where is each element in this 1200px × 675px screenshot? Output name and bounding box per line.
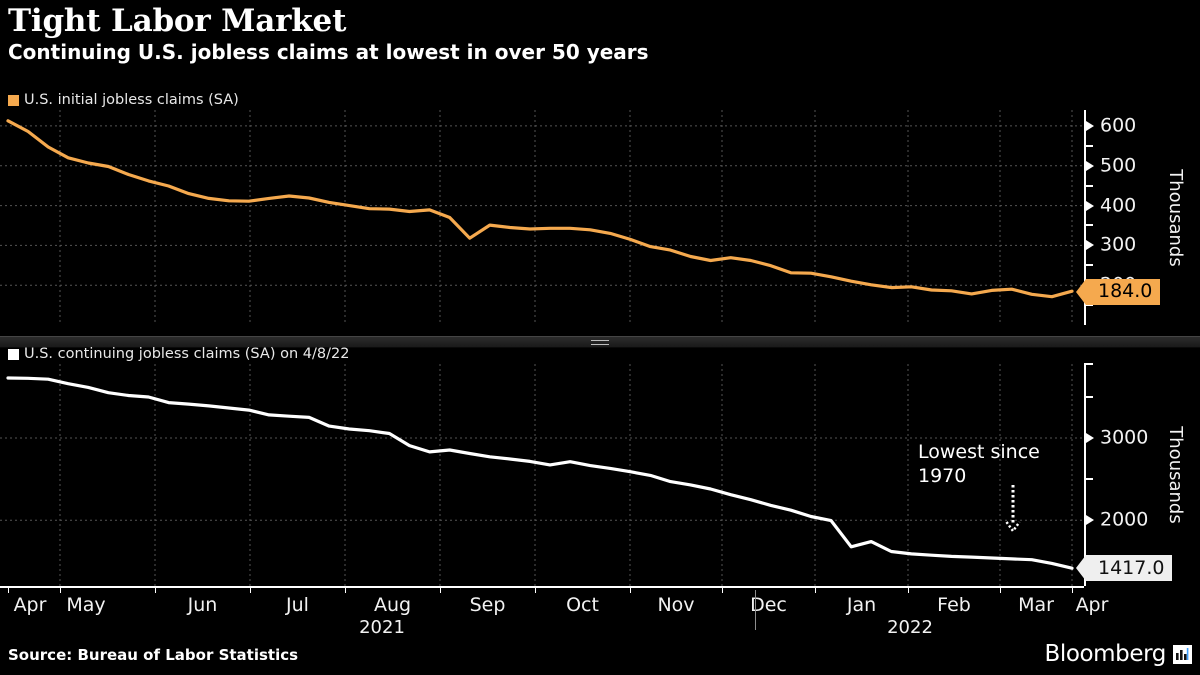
source-note: Source: Bureau of Labor Statistics xyxy=(8,646,299,664)
bloomberg-bars-icon xyxy=(1173,645,1192,664)
bloomberg-wordmark: Bloomberg xyxy=(1044,641,1166,667)
x-axis-label: Apr xyxy=(1075,594,1109,616)
x-axis-label: Sep xyxy=(469,594,506,616)
square-swatch-icon xyxy=(8,94,19,106)
y-axis-minor-tick xyxy=(1084,304,1093,307)
y-axis-label: 300 xyxy=(1100,233,1137,256)
panel-splitter[interactable] xyxy=(0,336,1200,348)
value-callout-initial-claims: 184.0 xyxy=(1076,278,1161,305)
header: Tight Labor Market Continuing U.S. joble… xyxy=(0,0,1200,84)
x-axis-tick xyxy=(535,586,536,593)
legend-initial-claims: U.S. initial jobless claims (SA) xyxy=(8,92,239,108)
x-axis-tick xyxy=(345,586,346,593)
x-axis-label: Mar xyxy=(1018,594,1054,616)
y-axis-tick-pointer xyxy=(1086,160,1094,171)
x-axis-label: Oct xyxy=(566,594,599,616)
y-axis-minor-tick xyxy=(1084,224,1093,227)
plot-area-continuing-claims xyxy=(0,364,1084,586)
page-subtitle: Continuing U.S. jobless claims at lowest… xyxy=(8,40,649,64)
x-axis-label: Dec xyxy=(750,594,787,616)
x-axis-tick xyxy=(1000,586,1001,593)
callout-value-continuing-claims: 1417.0 xyxy=(1098,556,1165,579)
y-axis-continuing-claims: Thousands 2000 3000 xyxy=(1084,363,1200,586)
x-axis-label: Jul xyxy=(286,594,309,616)
y-axis-title-top: Thousands xyxy=(1164,168,1186,267)
x-axis-tick xyxy=(815,586,816,593)
footer: Source: Bureau of Labor Statistics Bloom… xyxy=(0,640,1200,675)
x-axis-tick xyxy=(440,586,441,593)
x-axis-tick xyxy=(908,586,909,593)
y-axis-tick-pointer xyxy=(1086,120,1094,131)
callout-value-initial-claims: 184.0 xyxy=(1098,280,1153,303)
page-title: Tight Labor Market xyxy=(8,3,347,39)
y-axis-tick-pointer xyxy=(1086,515,1094,526)
x-axis-tick xyxy=(60,586,61,593)
x-axis-year-label: 2021 xyxy=(359,617,405,638)
y-axis-label: 600 xyxy=(1100,114,1137,137)
y-axis-title-bottom: Thousands xyxy=(1164,426,1186,524)
bloomberg-logo: Bloomberg xyxy=(1044,642,1192,667)
y-axis-tick-pointer xyxy=(1086,433,1094,443)
y-axis-minor-tick xyxy=(1084,478,1093,481)
x-axis-line xyxy=(0,586,1084,588)
x-axis-label: Aug xyxy=(373,594,412,616)
x-axis-tick xyxy=(155,586,156,593)
splitter-grip-icon[interactable] xyxy=(591,340,609,345)
y-axis-line xyxy=(1084,364,1086,586)
y-axis-tick-pointer xyxy=(1086,240,1094,251)
year-separator xyxy=(755,590,756,630)
chart-panel-initial-claims xyxy=(0,110,1200,325)
square-swatch-icon xyxy=(8,348,19,360)
y-axis-minor-tick xyxy=(1084,264,1093,267)
x-axis-label: Jun xyxy=(187,594,218,616)
x-axis-tick xyxy=(1072,586,1073,593)
x-axis-tick xyxy=(8,586,9,593)
y-axis-label: 500 xyxy=(1100,154,1137,177)
x-axis: Apr May Jun Jul Aug Sep Oct Nov Dec Jan Feb Mar Apr 2… xyxy=(0,586,1108,638)
legend-label-continuing-claims: U.S. continuing jobless claims (SA) on 4… xyxy=(24,346,350,362)
y-axis-minor-tick xyxy=(1084,184,1093,187)
y-axis-label: 3000 xyxy=(1100,426,1149,449)
x-axis-tick xyxy=(250,586,251,593)
x-axis-label: Jan xyxy=(846,594,877,616)
x-axis-label: Feb xyxy=(937,594,971,616)
x-axis-label: May xyxy=(66,594,106,616)
x-axis-year-label: 2022 xyxy=(887,617,933,638)
left-pointer-callout-icon xyxy=(1076,278,1086,305)
y-axis-minor-tick xyxy=(1084,395,1093,398)
y-axis-minor-tick xyxy=(1084,363,1093,365)
y-axis-line xyxy=(1084,110,1086,325)
legend-continuing-claims: U.S. continuing jobless claims (SA) on 4… xyxy=(8,346,349,362)
x-axis-tick xyxy=(630,586,631,593)
left-pointer-callout-icon xyxy=(1076,555,1086,582)
plot-area-initial-claims xyxy=(0,110,1084,325)
y-axis-label: 2000 xyxy=(1100,508,1149,531)
x-axis-label: Nov xyxy=(657,594,695,616)
annotation-lowest-since: Lowest since 1970 xyxy=(918,441,1040,487)
y-axis-minor-tick xyxy=(1084,144,1093,147)
chart-panel-continuing-claims xyxy=(0,364,1200,586)
y-axis-tick-pointer xyxy=(1086,200,1094,211)
x-axis-label: Apr xyxy=(13,594,47,616)
dotted-down-arrow-icon xyxy=(1005,485,1021,533)
y-axis-label: 400 xyxy=(1100,194,1137,217)
legend-label-initial-claims: U.S. initial jobless claims (SA) xyxy=(24,92,239,108)
value-callout-continuing-claims: 1417.0 xyxy=(1076,555,1173,582)
x-axis-tick xyxy=(722,586,723,593)
